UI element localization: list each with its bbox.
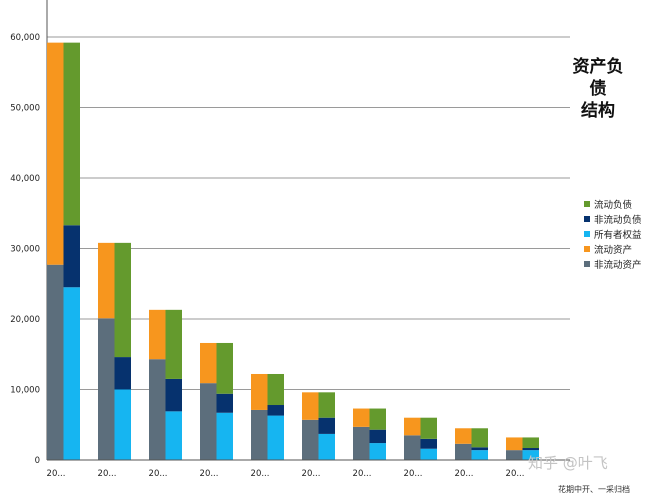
legend-label: 非流动负债 [594, 214, 642, 226]
bar-segment [200, 342, 217, 384]
y-tick-label: 50,000 [10, 104, 40, 114]
bar-segment [318, 417, 335, 434]
bar-segment [522, 437, 539, 449]
x-tick-label: 20... [149, 469, 168, 479]
bar-segment [216, 342, 233, 394]
bar-segment [267, 373, 284, 406]
bar-segment [471, 450, 488, 460]
bar-segment [267, 415, 284, 460]
bar-segment [455, 428, 472, 444]
bar-segment [47, 42, 64, 265]
bar-segment [471, 428, 488, 448]
legend-label: 非流动资产 [594, 260, 642, 272]
x-tick-label: 20... [302, 469, 321, 479]
legend-swatch [584, 230, 590, 237]
bar-segment [216, 412, 233, 460]
x-tick-label: 20... [455, 469, 474, 479]
legend-swatch [584, 200, 590, 207]
legend-swatch [584, 261, 590, 268]
legend-item-owners-equity: 所有者权益 [584, 226, 642, 241]
y-tick-label: 30,000 [10, 245, 40, 255]
bar-segment [506, 450, 523, 460]
bar-segment [251, 373, 268, 410]
chart-title-line-1: 资产负债 [572, 57, 624, 99]
x-tick-label: 20... [404, 469, 423, 479]
bar-segment [369, 429, 386, 444]
x-tick-label: 20... [251, 469, 270, 479]
legend-label: 流动负债 [594, 199, 633, 211]
bar-segment [318, 392, 335, 418]
bar-segment [471, 447, 488, 451]
bar-segment [114, 389, 131, 460]
y-tick-label: 20,000 [10, 315, 40, 325]
x-tick-label: 20... [506, 469, 525, 479]
y-tick-label: 0 [35, 456, 40, 466]
bar-segment [114, 357, 131, 390]
bar-segment [251, 409, 268, 460]
bar-segment [353, 426, 370, 460]
bar-segment [522, 448, 539, 451]
legend-swatch [584, 215, 590, 222]
bar-segment [165, 378, 182, 412]
x-tick-label: 20... [47, 469, 66, 479]
bar-segment [522, 450, 539, 460]
bar-segment [98, 318, 115, 460]
legend-label: 流动资产 [594, 245, 633, 257]
bar-segment [420, 448, 437, 460]
bar-segment [420, 438, 437, 449]
bar-segment [165, 309, 182, 379]
bar-segment [506, 437, 523, 451]
bar-segment [216, 393, 233, 413]
bar-segment [404, 417, 421, 436]
y-tick-label: 40,000 [10, 174, 40, 184]
y-tick-label: 10,000 [10, 386, 40, 396]
bar-segment [302, 392, 319, 420]
bar-segment [200, 383, 217, 460]
bar-segment [404, 435, 421, 460]
bar-segment [420, 417, 437, 439]
bar-segment [114, 242, 131, 358]
y-tick-label: 60,000 [10, 33, 40, 43]
legend-item-current-liabilities: 流动负债 [584, 196, 642, 211]
x-tick-label: 20... [200, 469, 219, 479]
bar-segment [98, 242, 115, 319]
legend-item-noncurrent-liabilities: 非流动负债 [584, 211, 642, 226]
bar-segment [267, 405, 284, 416]
bar-segment [369, 443, 386, 460]
legend-label: 所有者权益 [594, 229, 642, 241]
legend-item-current-assets: 流动资产 [584, 242, 642, 257]
bar-segment [47, 264, 64, 460]
bottom-caption: 花期中开、一采归档 [558, 485, 630, 494]
bar-segment [302, 419, 319, 460]
x-tick-label: 20... [98, 469, 117, 479]
bar-segment [369, 408, 386, 430]
bar-segment [149, 309, 166, 360]
legend-item-noncurrent-assets: 非流动资产 [584, 257, 642, 272]
bar-segment [165, 411, 182, 460]
chart-title: 资产负债 结构 [568, 56, 628, 122]
bar-segment [63, 42, 80, 226]
chart-legend: 流动负债 非流动负债 所有者权益 流动资产 非流动资产 [584, 196, 642, 272]
bar-segment [63, 225, 80, 288]
chart-title-line-2: 结构 [581, 101, 615, 121]
x-tick-label: 20... [353, 469, 372, 479]
bar-segment [149, 359, 166, 460]
bar-segment [318, 433, 335, 460]
watermark: 知乎 @叶飞 [528, 454, 608, 472]
legend-swatch [584, 246, 590, 253]
bar-segment [63, 287, 80, 460]
bar-segment [455, 443, 472, 460]
bar-segment [353, 408, 370, 427]
